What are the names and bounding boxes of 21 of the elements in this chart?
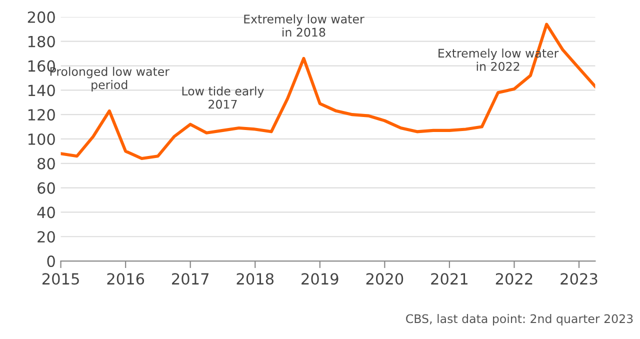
y-tick-label: 100 bbox=[28, 133, 55, 146]
y-tick-label: 0 bbox=[47, 255, 55, 268]
y-tick-label: 180 bbox=[28, 36, 55, 48]
x-tick-label: 2015 bbox=[42, 273, 79, 285]
y-tick-label: 120 bbox=[28, 109, 55, 121]
x-tick-label: 2020 bbox=[366, 273, 404, 285]
x-tick-label: 2017 bbox=[172, 273, 208, 285]
y-tick-label: 20 bbox=[38, 231, 55, 243]
y-tick-label: 60 bbox=[38, 182, 55, 194]
annotation: Low tide early 2017 bbox=[182, 86, 264, 109]
x-tick-label: 2019 bbox=[302, 273, 338, 285]
x-tick-label: 2018 bbox=[236, 273, 274, 285]
y-tick-label: 40 bbox=[37, 206, 55, 218]
x-tick-label: 2023 bbox=[560, 273, 598, 285]
y-tick-label: 200 bbox=[28, 11, 55, 23]
y-tick-label: 80 bbox=[38, 158, 55, 170]
x-tick-label: 2021 bbox=[431, 273, 468, 285]
x-tick-label: 2016 bbox=[107, 273, 144, 285]
x-tick-label: 2022 bbox=[496, 273, 532, 285]
text: CBS, last data point: 2nd quarter 2023 bbox=[406, 314, 633, 326]
annotation: Extremely low water in 2018 bbox=[244, 14, 364, 37]
